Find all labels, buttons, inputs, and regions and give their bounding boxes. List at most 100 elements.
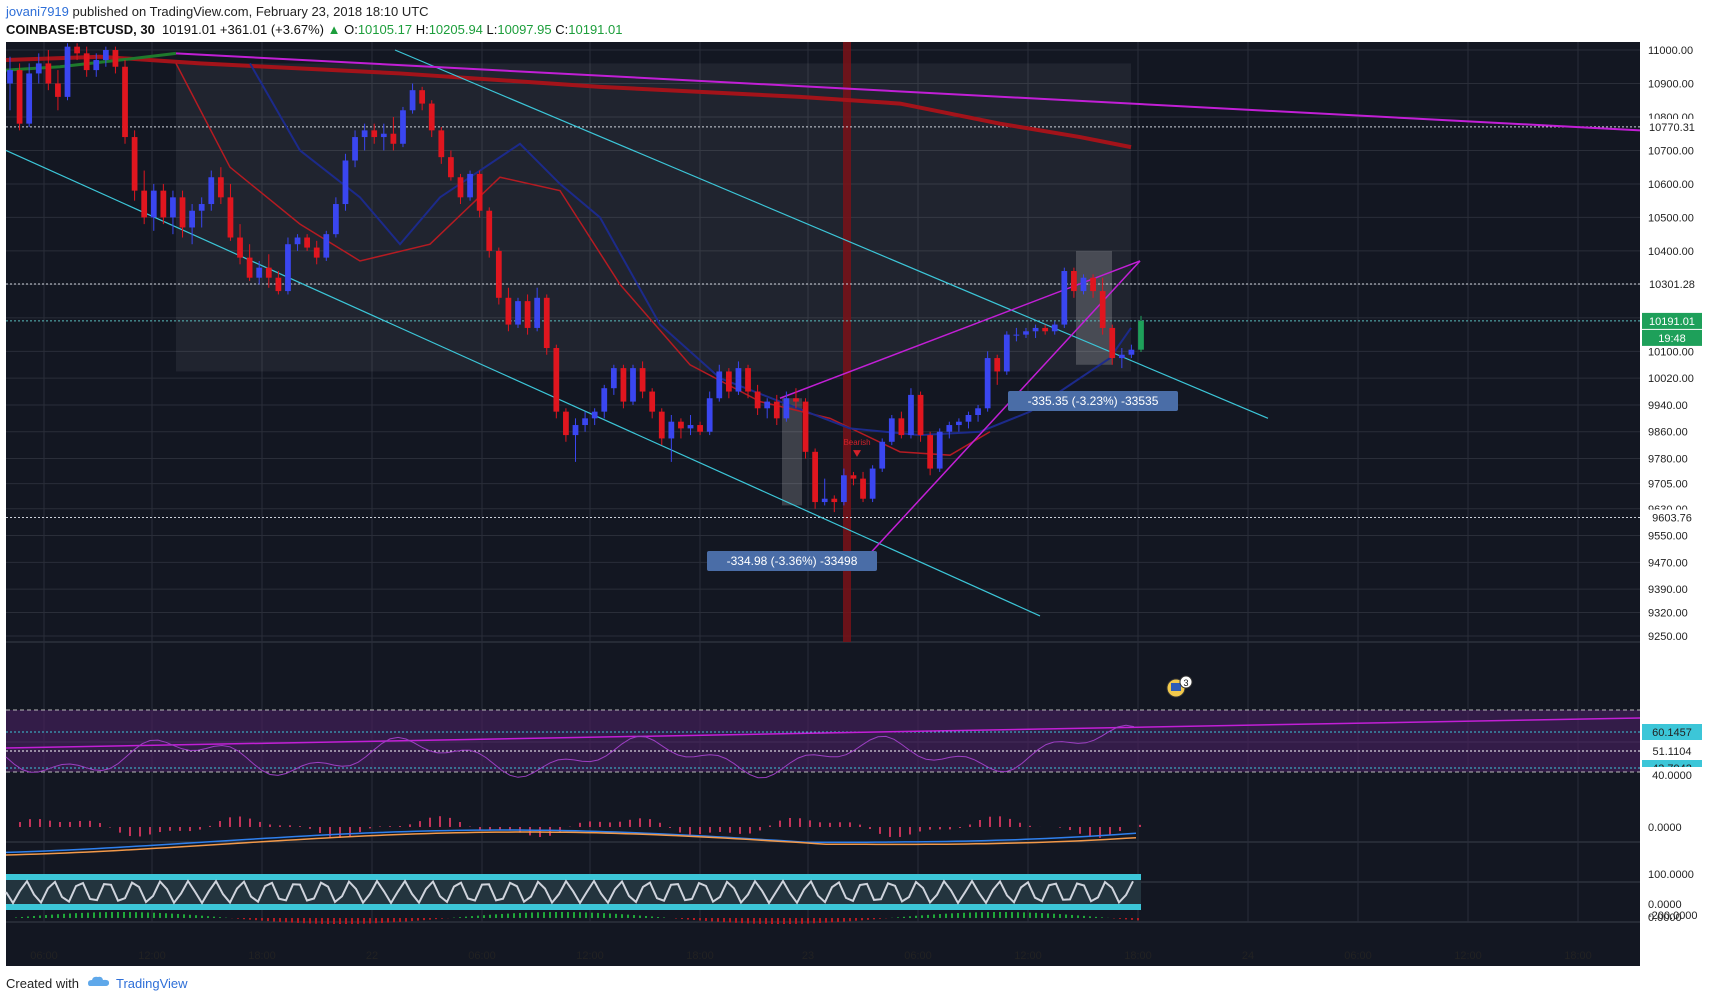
candle-body <box>1080 277 1087 292</box>
price-axis-label: 11000.00 <box>1648 45 1693 57</box>
candle-body <box>122 66 128 138</box>
candle-body <box>304 237 311 248</box>
price-tag-9603: 9603.76 <box>1652 513 1692 525</box>
candle-body <box>448 157 454 178</box>
candle-body <box>189 210 195 228</box>
price-axis-label: 10600.00 <box>1648 179 1694 191</box>
time-axis-label: 06:00 <box>904 950 932 962</box>
time-axis-label: 12:00 <box>1014 950 1042 962</box>
candle-body <box>860 478 866 499</box>
candle-body <box>428 103 435 131</box>
candle-body <box>582 418 588 426</box>
low-label: L: <box>486 22 498 37</box>
time-axis-label: 06:00 <box>30 950 58 962</box>
time-axis-label: 12:00 <box>576 950 604 962</box>
candle-body <box>150 190 157 218</box>
candle-body <box>1013 334 1020 336</box>
candle-body <box>1071 271 1077 292</box>
candle-body <box>812 451 818 503</box>
candle-body <box>764 401 771 409</box>
publisher-link[interactable]: jovani7919 <box>6 4 69 19</box>
price-axis-label: 9705.00 <box>1648 479 1688 491</box>
candle-body <box>237 237 243 258</box>
candle-body <box>1061 271 1068 325</box>
candle-body <box>975 408 981 415</box>
candle-body <box>505 297 512 325</box>
rsi-line <box>5 724 1135 779</box>
high-value: 10205.94 <box>428 22 483 37</box>
candle-body <box>55 83 61 97</box>
flag-icon <box>1171 683 1181 691</box>
candle-body <box>639 368 646 392</box>
open-label: O: <box>344 22 358 37</box>
candle-body <box>783 398 790 419</box>
candle-body <box>361 130 368 138</box>
chart-area[interactable]: 06:00 12:00 18:00 22 06:00 12:00 18:00 23 06:00 1… <box>0 42 1710 966</box>
time-axis-label: 12:00 <box>138 950 166 962</box>
candle-body <box>610 368 617 389</box>
candle-body <box>678 421 684 429</box>
publish-info: published on TradingView.com, February 2… <box>68 4 429 19</box>
candle-body <box>572 425 579 436</box>
candle-body <box>160 190 167 218</box>
bearish-arrow-icon <box>853 450 861 457</box>
candle-body <box>495 250 502 298</box>
price-axis-label: 9390.00 <box>1648 584 1688 596</box>
wedge-line-upper <box>779 260 1141 399</box>
candle-body <box>438 130 445 158</box>
candle-body <box>102 50 109 61</box>
price-axis-label: 9250.00 <box>1648 631 1688 643</box>
price-chart[interactable]: 06:00 12:00 18:00 22 06:00 12:00 18:00 23 06:00 1… <box>0 42 1710 966</box>
rsi-tag-box <box>1642 724 1702 740</box>
price-axis-label: 9780.00 <box>1648 454 1688 466</box>
candle-body <box>543 297 550 349</box>
rsi-tag-box <box>1642 743 1702 759</box>
price-axis-label: 10500.00 <box>1648 212 1694 224</box>
stoch-lower-band <box>6 904 1141 910</box>
shaded-range-zone <box>176 63 1131 372</box>
macd-axis-label: -200.0000 <box>1648 910 1698 922</box>
candle-body <box>333 204 339 235</box>
time-axis-label: 18:00 <box>248 950 276 962</box>
candle-body <box>620 368 627 402</box>
candle-body <box>467 173 473 198</box>
measure-box <box>782 398 802 506</box>
price-axis-label: 10700.00 <box>1648 145 1694 157</box>
close-label: C: <box>555 22 569 37</box>
stoch-axis-label: 100.0000 <box>1648 869 1694 881</box>
candle-body <box>888 418 895 442</box>
measure-label-text: -335.35 (-3.23%) -33535 <box>1028 394 1159 408</box>
high-label: H: <box>415 22 429 37</box>
candle-body <box>400 110 406 144</box>
candle-body <box>1118 354 1125 359</box>
left-margin <box>0 42 6 966</box>
moving-average-50 <box>175 63 991 456</box>
candle-body <box>898 418 905 436</box>
rsi-band <box>6 710 1640 772</box>
price-tag-10770-box <box>1642 118 1702 135</box>
measure-label-box <box>707 551 877 571</box>
macd-line <box>5 829 1137 854</box>
candle-body <box>380 133 387 138</box>
price-change: +361.01 (+3.67%) <box>219 22 324 37</box>
measure-label-text: -334.98 (-3.36%) -33498 <box>727 554 858 568</box>
tradingview-logo-text[interactable]: TradingView <box>116 976 188 991</box>
price-axis-label: 10100.00 <box>1648 346 1694 358</box>
candle-body <box>7 70 13 84</box>
candle-body <box>802 401 809 452</box>
candle-body <box>591 411 598 419</box>
candle-body <box>706 398 713 432</box>
event-count-text: 3 <box>1183 678 1188 688</box>
candle-body <box>1128 349 1135 355</box>
macd-signal-line <box>5 831 1137 856</box>
candle-body <box>773 401 780 419</box>
rsi-axis-label: 60.1457 <box>1652 727 1692 739</box>
candle-body <box>725 371 732 392</box>
candle-body <box>936 431 943 469</box>
price-axis-label: 9860.00 <box>1648 427 1688 439</box>
candle-body <box>649 391 656 412</box>
candle-body <box>831 498 838 503</box>
candle-body <box>965 414 972 422</box>
price-axis-label: 9550.00 <box>1648 531 1688 543</box>
price-axis-label: 9470.00 <box>1648 557 1688 569</box>
